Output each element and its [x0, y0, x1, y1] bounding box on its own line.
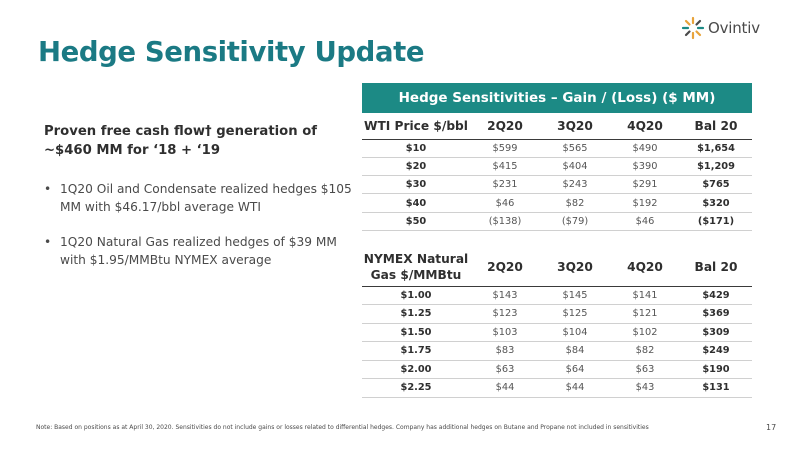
table-cell: $131 — [680, 378, 752, 398]
table-cell: $1,209 — [680, 157, 752, 177]
table-row: $30 $231 $243 $291 $765 — [362, 175, 752, 195]
logo-wordmark: Ovintiv — [708, 19, 760, 37]
table-cell: $1.75 — [362, 341, 470, 361]
table-cell: $84 — [540, 341, 610, 361]
column-header: Bal 20 — [680, 113, 752, 140]
column-header: WTI Price $/bbl — [362, 113, 470, 140]
table-cell: $46 — [610, 212, 680, 231]
table-cell: $50 — [362, 212, 470, 231]
ovintiv-logo-icon — [681, 16, 705, 40]
table-cell: $46 — [470, 193, 540, 213]
table-cell: $43 — [610, 378, 680, 398]
table-cell: $20 — [362, 157, 470, 177]
table-cell: $10 — [362, 139, 470, 158]
table-cell: $369 — [680, 304, 752, 324]
table-cell: $599 — [470, 139, 540, 158]
table-cell: $192 — [610, 193, 680, 213]
table-row: $2.00 $63 $64 $63 $190 — [362, 360, 752, 379]
table-cell: $82 — [540, 193, 610, 213]
table-header-row: WTI Price $/bbl 2Q20 3Q20 4Q20 Bal 20 — [362, 113, 752, 140]
column-header: 4Q20 — [610, 248, 680, 287]
table-cell: ($138) — [470, 212, 540, 231]
table-cell: $143 — [470, 286, 540, 305]
table-row: $40 $46 $82 $192 $320 — [362, 193, 752, 213]
column-header: 3Q20 — [540, 248, 610, 287]
table-row: $10 $599 $565 $490 $1,654 — [362, 139, 752, 158]
table-cell: $40 — [362, 193, 470, 213]
bullet-oil-hedges: 1Q20 Oil and Condensate realized hedges … — [44, 180, 356, 216]
table-cell: ($79) — [540, 212, 610, 231]
table-cell: $429 — [680, 286, 752, 305]
table-row: $1.00 $143 $145 $141 $429 — [362, 286, 752, 305]
table-cell: $404 — [540, 157, 610, 177]
bullet-gas-hedges: 1Q20 Natural Gas realized hedges of $39 … — [44, 233, 356, 269]
table-cell: $103 — [470, 323, 540, 342]
company-logo: Ovintiv — [681, 14, 791, 42]
table-cell: $104 — [540, 323, 610, 342]
table-row: $2.25 $44 $44 $43 $131 — [362, 378, 752, 398]
table-cell: $145 — [540, 286, 610, 305]
table-cell: $1.25 — [362, 304, 470, 324]
column-header: Bal 20 — [680, 248, 752, 287]
column-header: 3Q20 — [540, 113, 610, 140]
table-cell: $765 — [680, 175, 752, 195]
table-cell: $309 — [680, 323, 752, 342]
table-cell: ($171) — [680, 212, 752, 231]
table-row: $1.25 $123 $125 $121 $369 — [362, 304, 752, 324]
table-cell: $102 — [610, 323, 680, 342]
table-cell: $1,654 — [680, 139, 752, 158]
table-cell: $231 — [470, 175, 540, 195]
headline-text: Proven free cash flow† generation of ~$4… — [44, 124, 317, 158]
sensitivity-banner: Hedge Sensitivities – Gain / (Loss) ($ M… — [362, 83, 752, 113]
table-cell: $1.50 — [362, 323, 470, 342]
footnote: Note: Based on positions as at April 30,… — [36, 424, 649, 431]
page-title: Hedge Sensitivity Update — [38, 36, 425, 68]
table-cell: $123 — [470, 304, 540, 324]
table-cell: $63 — [610, 360, 680, 379]
table-cell: $565 — [540, 139, 610, 158]
table-cell: $64 — [540, 360, 610, 379]
bullet-list: 1Q20 Oil and Condensate realized hedges … — [44, 180, 356, 286]
table-cell: $83 — [470, 341, 540, 361]
table-cell: $320 — [680, 193, 752, 213]
table-cell: $190 — [680, 360, 752, 379]
table-row: $50 ($138) ($79) $46 ($171) — [362, 212, 752, 231]
table-cell: $44 — [540, 378, 610, 398]
table-cell: $63 — [470, 360, 540, 379]
table-cell: $121 — [610, 304, 680, 324]
table-cell: $243 — [540, 175, 610, 195]
table-cell: $291 — [610, 175, 680, 195]
table-cell: $415 — [470, 157, 540, 177]
table-cell: $390 — [610, 157, 680, 177]
table-cell: $30 — [362, 175, 470, 195]
table-cell: $2.25 — [362, 378, 470, 398]
table-cell: $82 — [610, 341, 680, 361]
table-cell: $2.00 — [362, 360, 470, 379]
table-cell: $1.00 — [362, 286, 470, 305]
column-header: 2Q20 — [470, 248, 540, 287]
column-header: NYMEX Natural Gas $/MMBtu — [362, 248, 470, 287]
column-header: 2Q20 — [470, 113, 540, 140]
table-row: $1.50 $103 $104 $102 $309 — [362, 323, 752, 342]
table-cell: $249 — [680, 341, 752, 361]
page-number: 17 — [766, 423, 777, 432]
wti-sensitivity-table: WTI Price $/bbl 2Q20 3Q20 4Q20 Bal 20 $1… — [362, 113, 752, 231]
table-cell: $141 — [610, 286, 680, 305]
gas-sensitivity-table: NYMEX Natural Gas $/MMBtu 2Q20 3Q20 4Q20… — [362, 248, 752, 398]
table-cell: $44 — [470, 378, 540, 398]
table-cell: $125 — [540, 304, 610, 324]
column-header: 4Q20 — [610, 113, 680, 140]
table-cell: $490 — [610, 139, 680, 158]
table-row: $1.75 $83 $84 $82 $249 — [362, 341, 752, 361]
table-header-row: NYMEX Natural Gas $/MMBtu 2Q20 3Q20 4Q20… — [362, 248, 752, 287]
table-row: $20 $415 $404 $390 $1,209 — [362, 157, 752, 177]
